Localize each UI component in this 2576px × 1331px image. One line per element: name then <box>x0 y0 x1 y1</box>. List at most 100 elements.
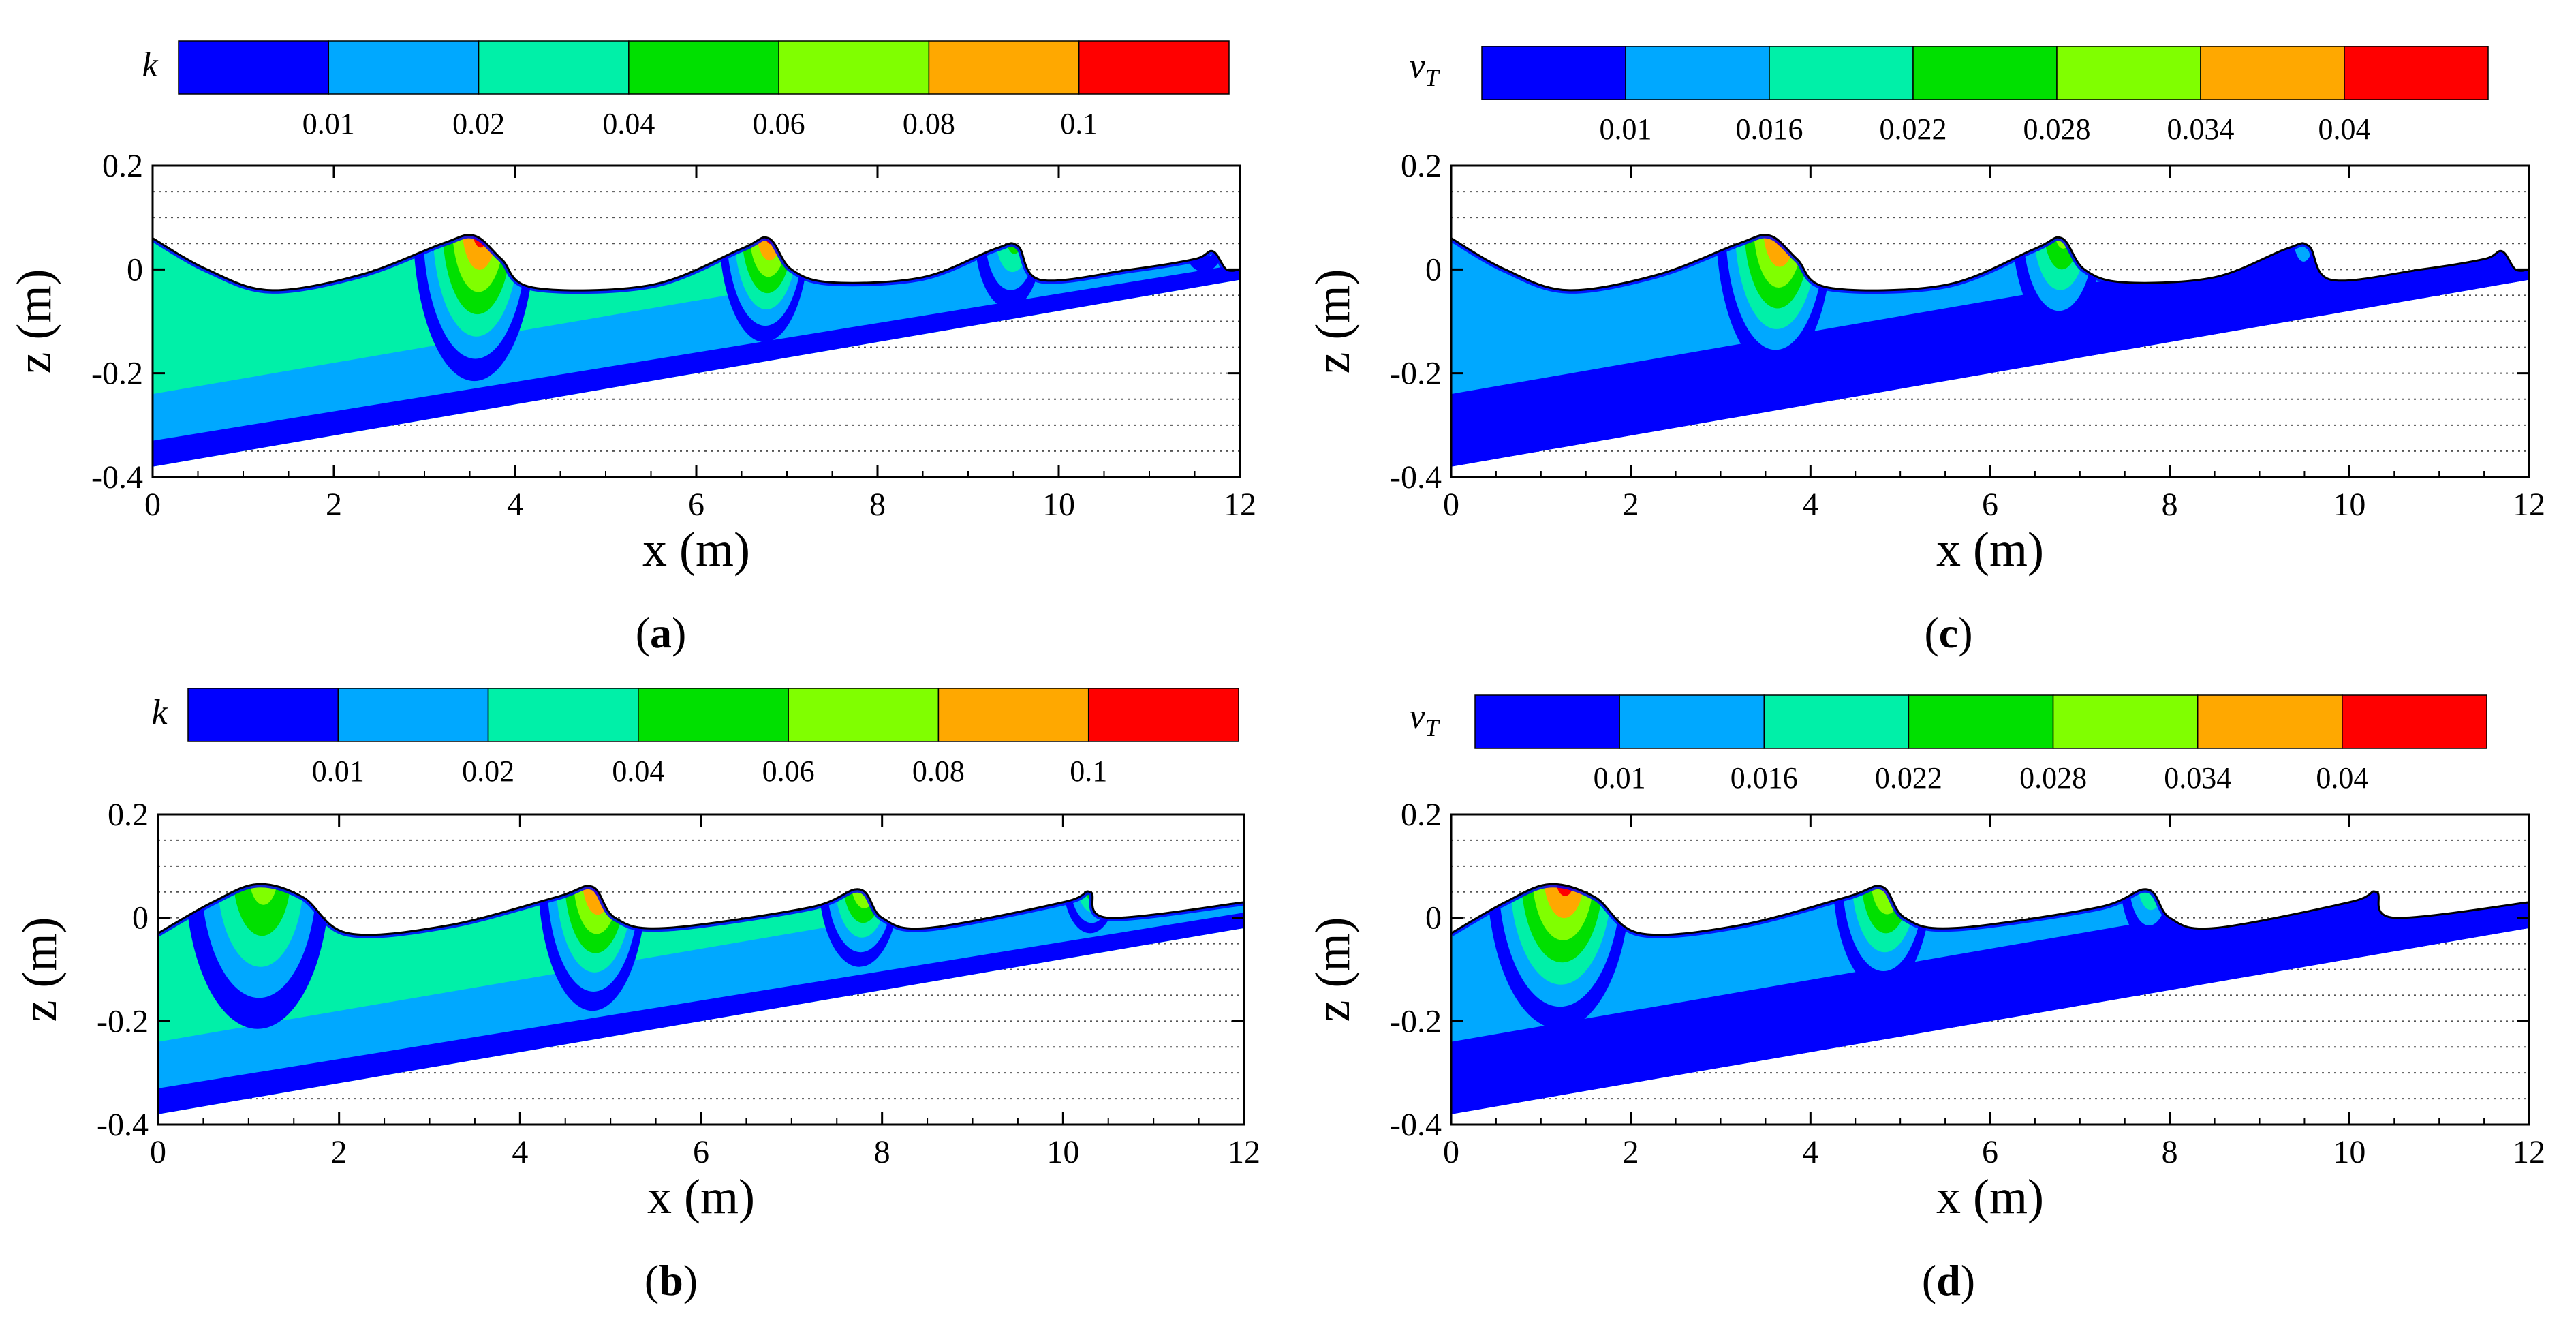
colorbar-band <box>1912 46 2058 100</box>
x-tick-label: 10 <box>1046 1134 1079 1170</box>
colorbar-band <box>928 40 1080 95</box>
crest-plume <box>1833 884 1932 990</box>
x-tick-label: 2 <box>326 487 342 523</box>
colorbar-band <box>788 688 940 742</box>
panel-label-part: ) <box>1961 1256 1975 1304</box>
contour-level <box>452 234 505 292</box>
colorbar: 0.01 0.016 0.022 0.028 0.034 0.04 νT <box>1409 694 2487 795</box>
colorbar-tick-label: 0.06 <box>753 107 805 140</box>
colorbar-tick-label: 0.016 <box>1736 112 1803 146</box>
panel-label-part: c <box>1939 609 1958 657</box>
x-tick-label: 0 <box>1443 1134 1459 1170</box>
free-surface-line <box>152 234 1241 292</box>
colorbar-band <box>2344 46 2489 100</box>
contour-level <box>2033 234 2088 290</box>
contour-level <box>582 884 613 915</box>
y-tick-label: 0.2 <box>102 148 143 184</box>
panel-c: 0.01 0.016 0.022 0.028 0.034 0.04 νT 0 2 4 6 8 10 12 x… <box>1305 46 2545 657</box>
colorbar-tick-label: 0.028 <box>2019 761 2087 795</box>
x-tick-label: 4 <box>512 1134 528 1170</box>
colorbar-band <box>1908 694 2054 749</box>
colorbar-tick-label: 0.1 <box>1060 107 1098 140</box>
x-tick-label: 10 <box>2333 1134 2365 1170</box>
crest-plume <box>185 884 330 1029</box>
colorbar-band <box>1474 694 1620 749</box>
panel-label: (d) <box>1922 1256 1975 1304</box>
crest-plume <box>974 234 1043 309</box>
panel-label-part: ( <box>1922 1256 1936 1304</box>
colorbar-tick-label: 0.022 <box>1875 761 1942 795</box>
x-tick-label: 2 <box>331 1134 347 1170</box>
bottom-band <box>1451 264 2529 467</box>
x-tick-label: 12 <box>1228 1134 1260 1170</box>
colorbar-tick-label: 0.016 <box>1731 761 1798 795</box>
contour-level <box>217 884 305 967</box>
y-axis-label: z (m) <box>1305 917 1360 1022</box>
x-axis: 0 2 4 6 8 10 12 x (m) <box>1443 166 2545 577</box>
y-tick-label: -0.2 <box>1390 356 1442 392</box>
bottom-band <box>158 913 1244 1114</box>
colorbar-band <box>2056 46 2201 100</box>
panel-b: 0.01 0.02 0.04 0.06 0.08 0.1 k 0 2 4 6 8 10 12 x (m) 0.… <box>12 688 1260 1304</box>
colorbar-band <box>1078 40 1230 95</box>
contour-level <box>1090 884 1102 892</box>
contour-level <box>249 884 278 905</box>
colorbar-tick-label: 0.034 <box>2167 112 2235 146</box>
bottom-band <box>1451 913 2529 1114</box>
colorbar-tick-label: 0.08 <box>912 754 965 788</box>
contour-level <box>2280 234 2321 288</box>
y-axis: 0.2 0 -0.2 -0.4 z (m) <box>7 148 1240 495</box>
panel-label-part: b <box>659 1256 683 1304</box>
colorbar-band <box>1763 694 1910 749</box>
colorbar-band <box>1619 694 1765 749</box>
y-tick-label: 0 <box>1425 900 1442 936</box>
panel-label-part: ) <box>683 1256 698 1304</box>
y-tick-label: -0.4 <box>91 459 143 495</box>
x-tick-label: 0 <box>150 1134 166 1170</box>
x-tick-label: 8 <box>2162 487 2178 523</box>
colorbar-band <box>2342 694 2487 749</box>
panel-label: (b) <box>645 1256 698 1304</box>
contour-level <box>1543 884 1585 919</box>
colorbar-band <box>328 40 480 95</box>
colorbar-symbol-subscript: T <box>1425 64 1441 91</box>
colorbar-tick-label: 0.02 <box>452 107 505 140</box>
y-axis: 0.2 0 -0.2 -0.4 z (m) <box>12 797 1244 1143</box>
panel-d: 0.01 0.016 0.022 0.028 0.034 0.04 νT 0 2 4 6 8 10 12 x… <box>1305 694 2545 1304</box>
x-tick-label: 2 <box>1623 487 1639 523</box>
colorbar-symbol: νT <box>1409 697 1440 741</box>
contour-level <box>1753 234 1804 288</box>
y-tick-label: 0.2 <box>1401 797 1442 833</box>
x-tick-label: 6 <box>1982 1134 1998 1170</box>
colorbar-tick-label: 0.01 <box>1600 112 1652 146</box>
y-axis: 0.2 0 -0.2 -0.4 z (m) <box>1305 797 2529 1143</box>
crest-plume <box>2280 234 2321 288</box>
x-tick-label: 10 <box>1042 487 1075 523</box>
crest-plume <box>818 884 901 967</box>
colorbar-band <box>2200 46 2345 100</box>
x-axis: 0 2 4 6 8 10 12 x (m) <box>144 166 1256 577</box>
colorbar-symbol: k <box>151 693 168 732</box>
colorbar-band <box>778 40 930 95</box>
colorbar-band <box>1481 46 1626 100</box>
panel-label-part: a <box>650 609 672 657</box>
colorbar: 0.01 0.02 0.04 0.06 0.08 0.1 k <box>142 40 1230 140</box>
crest-plume <box>2120 884 2175 941</box>
colorbar-tick-label: 0.04 <box>2318 112 2371 146</box>
y-tick-label: 0.2 <box>1401 148 1442 184</box>
panel-a: 0.01 0.02 0.04 0.06 0.08 0.1 k 0 2 4 6 8 10 12 x (m) 0.… <box>7 40 1256 657</box>
contour-level <box>850 884 878 908</box>
colorbar-band <box>937 688 1089 742</box>
free-surface-line <box>157 883 1245 936</box>
panel-label-part: ) <box>672 609 686 657</box>
colorbar-tick-label: 0.04 <box>2316 761 2368 795</box>
colorbar-symbol: k <box>142 46 158 85</box>
colorbar-tick-label: 0.02 <box>462 754 514 788</box>
x-tick-label: 8 <box>869 487 886 523</box>
colorbar-tick-label: 0.1 <box>1070 754 1107 788</box>
contour-level <box>1870 884 1904 915</box>
x-tick-label: 8 <box>2162 1134 2178 1170</box>
colorbar-band <box>2197 694 2343 749</box>
contour-level <box>1083 884 1106 902</box>
